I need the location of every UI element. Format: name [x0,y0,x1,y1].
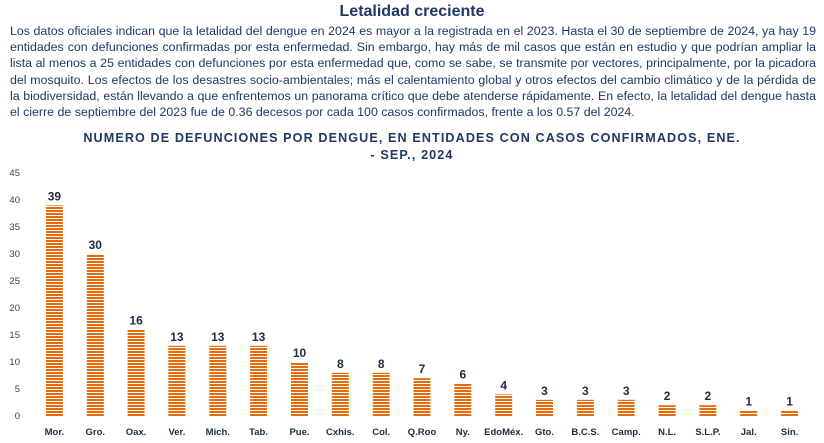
data-label: 3 [582,384,589,398]
bar-sin [781,410,799,416]
data-label: 13 [170,330,184,344]
data-label: 39 [48,189,62,203]
x-tick-label: Cxhis. [326,427,355,438]
y-tick-label: 15 [9,330,20,341]
x-tick-label: Sin. [781,427,798,438]
data-label: 16 [129,314,143,328]
bar-pue [291,362,308,416]
data-label: 4 [500,378,507,392]
bar-ver [168,345,186,416]
x-tick-label: Col. [372,427,390,438]
y-tick-label: 30 [9,249,20,260]
x-axis: Mor. Gro. Oax. Ver. Mich. Tab. Pue. Cxhis. Col. Q… [45,427,799,438]
bar-gto [536,399,553,416]
x-tick-label: Ny. [456,427,470,438]
x-tick-label: N.L. [658,427,676,438]
data-label: 10 [293,346,307,360]
x-tick-label: S.L.P. [695,427,720,438]
bar-ny [454,383,472,416]
data-label: 8 [337,357,344,371]
data-label: 6 [459,368,466,382]
chart-title-line1: NUMERO DE DEFUNCIONES POR DENGUE, EN ENT… [83,131,741,145]
chart-title: NUMERO DE DEFUNCIONES POR DENGUE, EN ENT… [0,130,824,164]
x-tick-label: Pue. [289,427,309,438]
y-tick-label: 25 [9,276,20,287]
bar-jal [740,410,758,416]
bar-n-l [658,405,676,416]
data-label: 3 [541,384,548,398]
y-tick-label: 5 [15,384,20,395]
intro-paragraph: Los datos oficiales indican que la letal… [10,24,816,120]
x-tick-label: Ver. [168,427,185,438]
bar-col [372,372,390,416]
data-label: 30 [89,238,103,252]
x-tick-label: Gto. [535,427,554,438]
data-label: 2 [705,389,712,403]
x-tick-label: Mich. [206,427,230,438]
bars [45,205,799,416]
y-tick-label: 35 [9,222,20,233]
y-tick-label: 10 [9,357,20,368]
y-axis: 0 5 10 15 20 25 30 35 40 45 [9,168,20,422]
x-tick-label: EdoMéx. [484,427,523,438]
bar-oax [127,329,145,416]
data-label: 13 [211,330,225,344]
data-label: 8 [378,357,385,371]
y-tick-label: 40 [9,195,20,206]
bar-s-l-p [699,405,717,416]
x-tick-label: Q.Roo [408,427,437,438]
data-label: 7 [419,362,426,376]
x-tick-label: B.C.S. [571,427,599,438]
bar-q-roo [413,378,431,416]
x-tick-label: Oax. [126,427,147,438]
bar-mich [209,345,227,416]
bar-mor [45,205,63,416]
data-label: 1 [745,395,752,409]
bar-b-c-s [576,399,594,416]
y-tick-label: 45 [9,168,20,179]
x-tick-label: Gro. [86,427,106,438]
x-tick-label: Camp. [612,427,641,438]
y-tick-label: 0 [15,411,20,422]
bar-gro [86,254,104,416]
heading: Letalidad creciente [339,3,485,20]
x-tick-label: Jal. [741,427,757,438]
data-label: 2 [664,389,671,403]
bar-edom-x [495,394,513,416]
bar-camp [617,399,635,416]
data-label: 13 [252,330,266,344]
data-label: 3 [623,384,630,398]
chart-title-line2: - SEP., 2024 [370,148,454,162]
bar-cxhis [331,372,349,416]
x-tick-label: Mor. [45,427,65,438]
x-tick-label: Tab. [249,427,268,438]
data-labels: 39 30 16 13 13 13 10 8 8 7 6 4 3 3 3 2 2 1 1 [48,189,794,408]
bar-tab [250,345,268,416]
data-label: 1 [786,395,793,409]
y-tick-label: 20 [9,303,20,314]
